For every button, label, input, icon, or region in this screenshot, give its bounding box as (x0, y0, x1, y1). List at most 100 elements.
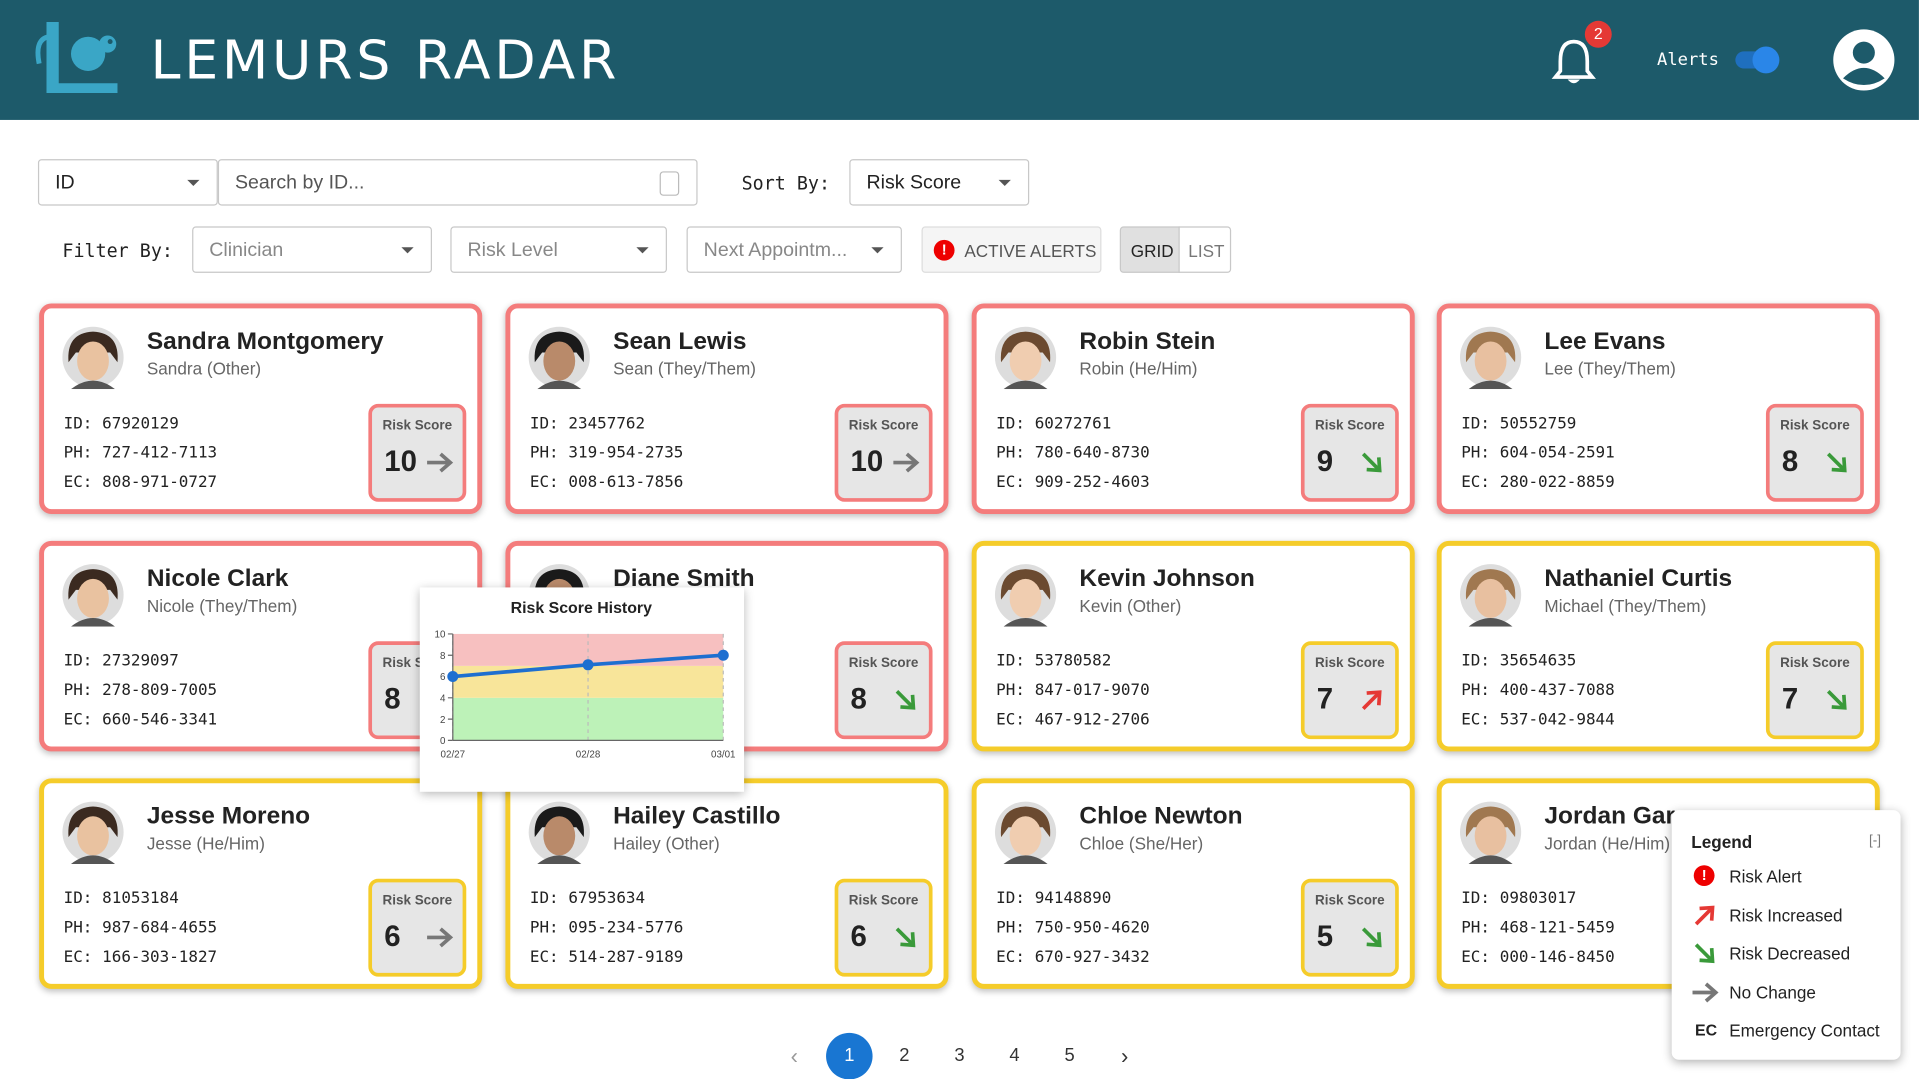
patient-card[interactable]: Nathaniel Curtis Michael (They/Them) ID: 35… (1436, 540, 1880, 752)
field-label: PH: (1461, 444, 1490, 463)
sort-select[interactable]: Risk Score (849, 159, 1030, 206)
patient-ec: EC: 467-912-2706 (996, 711, 1149, 729)
patient-card[interactable]: Jesse Moreno Jesse (He/Him) ID: 81053184 PH:… (39, 778, 483, 989)
next-page[interactable]: › (1121, 1043, 1129, 1069)
legend-item: Emergency Contact (1729, 1020, 1880, 1041)
risk-score-value: 10 (850, 445, 884, 479)
field-value: 400-437-7088 (1499, 681, 1615, 701)
patient-card[interactable]: Sandra Montgomery Sandra (Other) ID: 679201… (39, 303, 483, 514)
patient-name: Chloe Newton (1079, 802, 1243, 830)
field-label: ID: (63, 652, 93, 671)
risk-score-box: Risk Score 7 (1765, 641, 1864, 740)
caret (636, 247, 649, 254)
patient-id: ID: 60272761 (996, 415, 1111, 433)
list-view-button[interactable]: LIST (1178, 226, 1232, 273)
logo (35, 22, 118, 94)
header: LEMURS RADAR 2 Alerts (0, 0, 1919, 120)
trend-arrow (427, 927, 454, 948)
patient-card[interactable]: Kevin Johnson Kevin (Other) ID: 53780582 PH:… (971, 540, 1415, 752)
field-label: PH: (63, 919, 93, 938)
legend-toggle[interactable]: [-] (1869, 833, 1881, 849)
y-tick-label: 6 (440, 672, 446, 683)
avatar (994, 564, 1057, 627)
field-label: EC: (1461, 711, 1490, 730)
x-tick-label: 02/28 (576, 750, 601, 761)
patient-card[interactable]: Sean Lewis Sean (They/Them) ID: 23457762 PH:… (505, 303, 949, 514)
avatar (62, 326, 124, 390)
field-value: 727-412-7113 (102, 444, 218, 463)
patient-name: Sean Lewis (613, 327, 747, 355)
field-label: PH: (996, 681, 1025, 701)
field-label: PH: (996, 444, 1025, 463)
risk-score-box: Risk Score 5 (1300, 878, 1399, 977)
y-tick-label: 10 (435, 630, 446, 641)
patient-name: Jesse Moreno (146, 802, 311, 830)
grid-view-button[interactable]: GRID (1119, 226, 1180, 273)
patient-subtitle: Sean (They/Them) (613, 358, 756, 379)
field-value: 987-684-4655 (102, 919, 218, 938)
avatar (1459, 801, 1522, 865)
search-field-select[interactable]: ID (37, 159, 218, 206)
patient-ph: PH: 847-017-9070 (996, 682, 1149, 700)
filter-select[interactable]: Next Appointm... (686, 226, 902, 273)
prev-page[interactable]: ‹ (790, 1043, 798, 1069)
y-tick-label: 2 (440, 715, 445, 726)
alert-icon: ! (1693, 865, 1715, 887)
field-value: 67953634 (568, 889, 646, 909)
trend-arrow (895, 927, 916, 948)
patient-subtitle: Jesse (He/Him) (146, 833, 265, 853)
patient-card[interactable]: Robin Stein Robin (He/Him) ID: 60272761 PH: 7… (971, 303, 1415, 514)
field-label: PH: (529, 444, 559, 463)
page-button[interactable]: 3 (954, 1045, 965, 1066)
patient-ph: PH: 319-954-2735 (530, 444, 683, 462)
y-tick-label: 4 (440, 693, 446, 704)
patient-id: ID: 35654635 (1461, 652, 1576, 670)
patient-name: Jordan Gar (1544, 802, 1676, 830)
field-value: 319-954-2735 (568, 444, 684, 463)
patient-subtitle: Kevin (Other) (1079, 595, 1182, 616)
avatar (1459, 564, 1522, 627)
filter-select[interactable]: Risk Level (450, 226, 667, 273)
filter-placeholder: Clinician (209, 239, 284, 261)
field-label: EC: (996, 948, 1025, 967)
search-input[interactable]: Search by ID... (217, 159, 698, 206)
patient-card[interactable]: Nicole Clark Nicole (They/Them) ID: 2732909… (39, 540, 483, 752)
field-label: EC: (529, 948, 559, 967)
trend-arrow (1692, 981, 1719, 1002)
risk-score-value: 7 (1316, 682, 1334, 716)
patient-name: Hailey Castillo (613, 802, 781, 830)
patient-name: Robin Stein (1079, 327, 1216, 355)
patient-card[interactable]: Hailey Castillo Hailey (Other) ID: 67953634… (505, 778, 949, 989)
active-alerts-button[interactable]: ! ACTIVE ALERTS (921, 226, 1102, 273)
filter-select[interactable]: Clinician (192, 226, 433, 273)
risk-score-label: Risk Score (1315, 655, 1385, 671)
page-button[interactable]: 4 (1009, 1045, 1020, 1066)
field-label: ID: (529, 889, 559, 909)
notifications-bell[interactable] (1549, 37, 1598, 86)
patient-card[interactable]: Chloe Newton Chloe (She/Her) ID: 94148890 PH… (971, 778, 1415, 989)
page-button[interactable]: 1 (826, 1032, 873, 1079)
patient-ph: PH: 095-234-5776 (530, 919, 683, 937)
page-button[interactable]: 5 (1064, 1045, 1075, 1066)
page-button[interactable]: 2 (899, 1045, 910, 1066)
field-label: EC: (529, 473, 559, 492)
risk-score-value: 9 (1316, 445, 1334, 479)
risk-history-chart: Risk Score History 0 2 4 6 8 10 02/27 02/28 03/01 (435, 600, 736, 761)
risk-score-box: Risk Score 10 (834, 403, 933, 502)
app-title: LEMURS RADAR (150, 29, 621, 92)
patient-card[interactable]: Lee Evans Lee (They/Them) ID: 50552759 PH: 60… (1436, 303, 1880, 514)
field-value: 27329097 (102, 652, 179, 671)
field-label: EC: (996, 711, 1025, 730)
legend-item: No Change (1729, 982, 1816, 1002)
profile-icon[interactable] (1832, 28, 1896, 92)
trend-arrow (1694, 905, 1715, 925)
patient-ec: EC: 280-022-8859 (1461, 474, 1614, 492)
patient-name: Nicole Clark (146, 565, 289, 593)
alerts-toggle[interactable] (1735, 46, 1780, 74)
field-value: 514-287-9189 (568, 948, 684, 967)
patient-ph: PH: 604-054-2591 (1461, 444, 1614, 462)
field-label: ID: (529, 414, 559, 434)
patient-subtitle: Sandra (Other) (146, 358, 262, 379)
legend-title: Legend (1691, 832, 1753, 852)
field-value: 67920129 (102, 414, 179, 434)
